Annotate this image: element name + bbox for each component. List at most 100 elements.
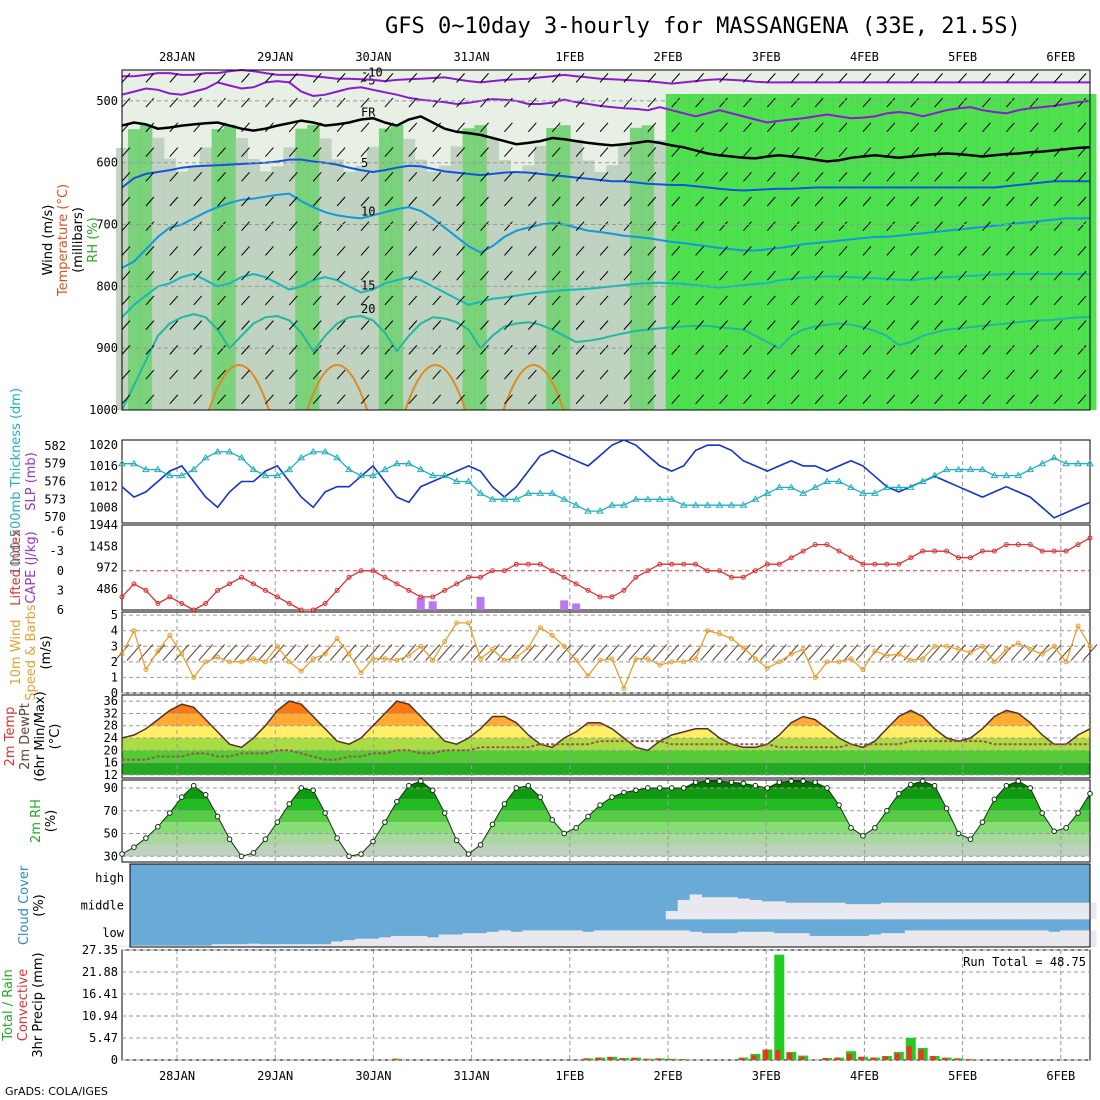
wind-barb [169,221,179,232]
wind-barb [599,97,609,108]
wind-speed-marker [310,656,316,662]
wind-barb [1029,73,1039,83]
wind-barb [1053,320,1063,330]
wind-barb [575,171,585,182]
rh-marker [238,853,245,860]
cloud-cover-bar [665,911,679,920]
wind-barb [408,171,418,182]
wind-barb [408,270,418,281]
wind-barb [169,171,179,182]
cloud-cover-bar [1000,930,1013,947]
wind-barb [241,147,250,157]
thickness-marker [1086,459,1094,467]
wind-barb [671,369,681,380]
wind-barb [408,394,418,405]
cloud-cover-bar [534,930,547,947]
wind-barb [886,171,896,182]
wind-barb [384,196,394,207]
cloud-cover-bar [988,930,1001,947]
wind-barb [556,644,572,661]
panel-ylabel: Cloud Cover [17,865,32,945]
rh-column [498,160,511,410]
thickness-marker [237,453,246,461]
wind-barb [958,221,967,232]
thickness-marker [930,471,939,479]
wind-barb [958,270,967,281]
rh-column [295,128,308,410]
li-marker [991,548,997,554]
bottom-date-label: 6FEB [1046,1069,1075,1083]
rh-band [122,799,1090,811]
rh-marker [1075,810,1081,816]
cloud-cover-bar [486,931,499,947]
li-marker [346,574,352,580]
li-marker [358,568,364,574]
thickness-marker [942,465,951,473]
wind-barb [432,73,442,83]
rh-marker [597,802,603,808]
isotherm-label: -10 [361,65,383,79]
temp-band [122,701,1090,714]
wind-barb [241,171,250,182]
tick-label: 28 [104,719,118,733]
thickness-marker [500,495,509,502]
warm-contour [208,364,270,411]
isotherm-line [121,192,1090,269]
wind-barb [312,97,322,108]
wind-barb [843,644,859,661]
wind-barb [121,171,131,182]
wind-barb [1022,644,1038,661]
wind-barb [695,73,705,83]
run-total-label: Run Total = 48.75 [963,955,1086,969]
wind-barb [480,246,489,256]
wind-barb [766,171,776,182]
wind-barb [719,73,728,83]
wind-barb [862,394,872,405]
wind-barb [623,320,633,330]
thickness-marker [667,495,676,502]
precip-convective-bar [823,1057,829,1060]
wind-barb [743,270,752,281]
wind-speed-marker [131,628,137,634]
cloud-cover-bar [976,902,989,920]
wind-barb [241,270,250,281]
rh-marker [453,837,460,844]
li-marker [872,561,878,567]
rh-bands [122,781,1090,857]
wind-speed-marker [585,673,591,679]
wind-barb [743,196,752,207]
wind-barb [241,345,250,355]
cloud-cover-bar [498,930,511,947]
top-date-label: 1FEB [555,50,584,64]
temp-bands [122,701,1090,775]
wind-barb [480,73,489,83]
wind-barb [982,171,991,182]
wind-barb [575,369,585,380]
wind-speed-marker [513,654,519,660]
li-marker [489,568,495,574]
wind-speed-marker [239,659,245,665]
wind-barb [336,394,346,405]
wind-barb [408,122,418,133]
thickness-marker [799,489,808,496]
wind-barb [480,394,489,405]
wind-barb [623,394,633,405]
thickness-marker [572,501,581,508]
wind-barb [766,369,776,380]
wind-barb [336,171,346,182]
wind-barb [265,320,274,330]
li-marker [597,594,603,600]
cloud-cover-bar [247,943,260,947]
wind-speed-marker [800,646,806,652]
thickness-marker [165,471,174,479]
rh-marker [573,825,579,831]
panel-ylabel: 2m DewPt [18,703,33,770]
wind-barb [121,73,131,83]
wind-barb [336,295,346,306]
wind-barb [456,147,465,157]
wind-barb [623,221,633,232]
wind-barb [766,122,776,133]
panel-frame [121,69,1091,411]
cloud-cover-bar [845,935,858,947]
wind-barb [241,394,250,405]
